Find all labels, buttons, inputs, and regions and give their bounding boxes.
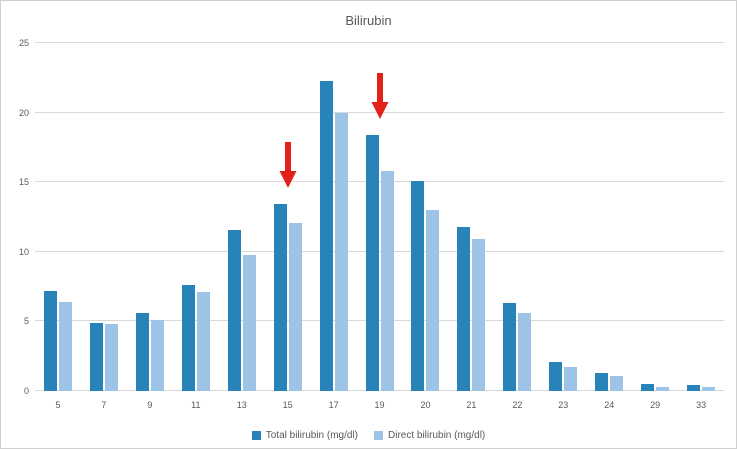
bar-direct-bilirubin (426, 210, 440, 391)
bar-direct-bilirubin (104, 324, 118, 391)
x-tick-label: 22 (512, 400, 523, 410)
bar-direct-bilirubin (472, 239, 486, 391)
bar-group (219, 43, 265, 391)
gridline (35, 181, 724, 183)
y-axis-labels: 0 5 10 15 20 25 (5, 38, 31, 396)
bar-total-bilirubin (595, 372, 609, 391)
x-tick-label: 19 (374, 400, 385, 410)
y-tick-label: 10 (18, 246, 29, 257)
x-tick-label: 20 (420, 400, 431, 410)
red-down-arrow-icon (371, 72, 389, 119)
bar-total-bilirubin (181, 285, 195, 391)
legend-label-direct: Direct bilirubin (mg/dl) (388, 430, 486, 441)
bar-group (632, 43, 678, 391)
x-tick-label: 33 (696, 400, 707, 410)
bar-total-bilirubin (365, 134, 379, 391)
bar-direct-bilirubin (334, 112, 348, 391)
bar-total-bilirubin (273, 204, 287, 391)
bar-group (265, 43, 311, 391)
bar-direct-bilirubin (150, 320, 164, 391)
x-tick-label: 13 (236, 400, 247, 410)
bar-total-bilirubin (503, 303, 517, 391)
direct-bilirubin-swatch-icon (374, 431, 383, 440)
bar-total-bilirubin (641, 384, 655, 391)
y-tick-label: 5 (23, 316, 29, 327)
x-tick-label: 15 (282, 400, 293, 410)
bar-total-bilirubin (319, 80, 333, 391)
bar-group (403, 43, 449, 391)
bar-direct-bilirubin (610, 375, 624, 391)
bar-direct-bilirubin (196, 292, 210, 391)
bar-group (127, 43, 173, 391)
bar-groups (35, 43, 724, 391)
bar-group (357, 43, 403, 391)
bar-group (678, 43, 724, 391)
x-tick-label: 17 (328, 400, 339, 410)
chart-title: Bilirubin (345, 13, 392, 28)
bar-group (494, 43, 540, 391)
bar-group (586, 43, 632, 391)
bar-group (448, 43, 494, 391)
bar-direct-bilirubin (702, 386, 716, 391)
bar-total-bilirubin (89, 322, 103, 391)
x-tick-label: 9 (147, 400, 153, 410)
bar-direct-bilirubin (518, 313, 532, 391)
legend-label-total: Total bilirubin (mg/dl) (265, 430, 358, 441)
x-tick-label: 23 (558, 400, 569, 410)
bar-group (81, 43, 127, 391)
gridline (35, 42, 724, 43)
legend-item-direct: Direct bilirubin (mg/dl) (374, 430, 485, 441)
bar-total-bilirubin (227, 229, 241, 391)
legend-item-total: Total bilirubin (mg/dl) (251, 430, 358, 441)
y-tick-label: 15 (18, 177, 29, 188)
x-tick-label: 11 (191, 400, 201, 410)
bar-direct-bilirubin (380, 171, 394, 391)
x-tick-label: 7 (101, 400, 107, 410)
bar-total-bilirubin (411, 180, 425, 391)
gridline (35, 320, 724, 322)
x-axis-line (35, 390, 724, 391)
x-axis-labels: 5 7 9 11 13 15 17 19 20 21 22 23 24 29 33 (35, 400, 724, 414)
gridline (35, 250, 724, 252)
bar-direct-bilirubin (242, 254, 256, 391)
bar-total-bilirubin (457, 226, 471, 391)
total-bilirubin-swatch-icon (251, 431, 261, 440)
plot-area (35, 42, 724, 391)
bar-total-bilirubin (549, 361, 563, 391)
legend: Total bilirubin (mg/dl) Direct bilirubin… (1, 430, 736, 441)
x-tick-label: 21 (466, 400, 477, 410)
x-tick-label: 24 (604, 400, 615, 410)
x-tick-label: 5 (55, 400, 61, 410)
bar-total-bilirubin (43, 290, 57, 391)
bar-total-bilirubin (135, 313, 149, 391)
bar-group (35, 43, 81, 391)
bar-direct-bilirubin (288, 222, 302, 391)
y-tick-label: 25 (18, 38, 29, 48)
bar-group (311, 43, 357, 391)
y-tick-label: 0 (23, 386, 29, 396)
bar-direct-bilirubin (564, 367, 578, 391)
red-down-arrow-icon (279, 142, 297, 189)
bar-group (540, 43, 586, 391)
x-tick-label: 29 (650, 400, 661, 410)
y-tick-label: 20 (18, 107, 29, 118)
bar-total-bilirubin (687, 385, 701, 391)
bar-direct-bilirubin (656, 386, 670, 391)
bar-direct-bilirubin (58, 301, 72, 391)
bar-group (173, 43, 219, 391)
